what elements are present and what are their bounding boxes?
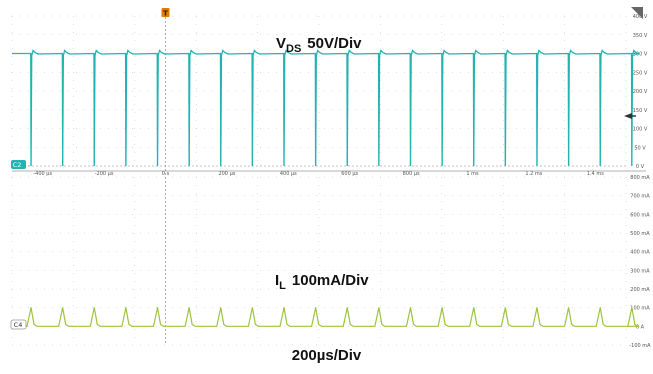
vds-title-main: V <box>276 35 286 52</box>
il-title-main: I <box>275 272 279 289</box>
vds-waveform <box>12 49 640 167</box>
il-peak-point <box>315 307 317 309</box>
il-peak-point <box>378 307 380 309</box>
vds-panel-grid <box>11 15 627 345</box>
vds-title: VDS 50V/Div <box>276 35 362 55</box>
vds-x-tick-label: 0 s <box>162 171 170 177</box>
vds-trace <box>12 49 640 167</box>
vds-x-tick-labels: -400 µs -200 µs 0 s 200 µs 400 µs 600 µs 800 µ… <box>33 171 604 177</box>
il-trace <box>12 307 640 327</box>
il-peak-point <box>599 307 601 309</box>
il-peak-point <box>251 307 253 309</box>
vds-y-tick-label: 200 V <box>633 89 648 95</box>
il-peak-point <box>93 307 95 309</box>
vds-y-tick-label: 0 V <box>636 164 645 170</box>
il-peak-point <box>504 307 506 309</box>
vds-title-sub: DS <box>286 43 301 55</box>
vds-x-tick-label: 200 µs <box>218 171 235 177</box>
vds-x-tick-label: 800 µs <box>403 171 420 177</box>
il-y-tick-label: 400 mA <box>630 250 650 256</box>
channel-4-marker-label: C4 <box>14 321 23 329</box>
il-peak-point <box>220 307 222 309</box>
il-y-tick-label: 0 A <box>636 324 645 330</box>
vds-x-tick-label: 1 ms <box>466 171 479 177</box>
il-peak-point <box>473 307 475 309</box>
il-y-tick-label: 800 mA <box>630 175 650 181</box>
il-y-tick-label: 600 mA <box>630 212 650 218</box>
il-title-sub: L <box>279 280 286 292</box>
il-peak-point <box>283 307 285 309</box>
il-peak-point <box>125 307 127 309</box>
il-waveform <box>12 307 640 327</box>
trigger-marker-label: T <box>163 10 168 18</box>
vds-y-tick-label: 300 V <box>633 52 648 58</box>
il-peak-point <box>441 307 443 309</box>
il-peak-point <box>62 307 64 309</box>
channel-2-marker[interactable]: C2 <box>11 160 26 169</box>
il-peak-point <box>567 307 570 309</box>
vds-x-tick-label: 400 µs <box>280 171 297 177</box>
channel-4-marker[interactable]: C4 <box>10 319 27 330</box>
il-peak-point <box>188 307 190 309</box>
vds-x-tick-label: 1.2 ms <box>525 171 542 177</box>
vds-y-tick-label: 50 V <box>634 145 646 151</box>
timebase-label: 200µs/Div <box>291 347 362 364</box>
vds-y-tick-label: 100 V <box>633 127 648 133</box>
il-peak-point <box>536 307 538 309</box>
il-y-tick-label: -100 mA <box>629 343 651 349</box>
il-y-tick-label: 300 mA <box>630 268 650 274</box>
il-title-scale: 100mA/Div <box>292 272 369 289</box>
il-title: IL 100mA/Div <box>275 272 369 292</box>
trigger-level-arrow-icon[interactable] <box>624 113 632 119</box>
channel-2-marker-label: C2 <box>13 161 22 169</box>
il-peak-point <box>346 307 348 309</box>
vds-y-tick-label: 250 V <box>633 70 648 76</box>
il-peak-point <box>409 307 412 309</box>
il-y-tick-label: 200 mA <box>630 287 650 293</box>
il-peak-point <box>30 307 32 309</box>
trigger-marker[interactable]: T <box>161 8 170 18</box>
il-peak-point <box>156 307 159 309</box>
vds-x-tick-label: 600 µs <box>341 171 358 177</box>
il-y-tick-label: 500 mA <box>630 231 650 237</box>
vds-y-tick-labels: 400 V 350 V 300 V 250 V 200 V 150 V 100 V 50 V 0… <box>633 14 648 170</box>
il-y-tick-label: 700 mA <box>630 194 650 200</box>
vds-x-tick-label: -400 µs <box>33 171 52 177</box>
vds-y-tick-label: 350 V <box>633 33 648 39</box>
il-y-tick-labels: 800 mA 700 mA 600 mA 500 mA 400 mA 300 mA 200 … <box>629 175 651 349</box>
vds-y-tick-label: 400 V <box>633 14 648 20</box>
vds-x-tick-label: 1.4 ms <box>587 171 604 177</box>
vds-x-tick-label: -200 µs <box>95 171 114 177</box>
vds-y-tick-label: 150 V <box>633 108 648 114</box>
il-peak-point <box>631 307 633 309</box>
il-y-tick-label: 100 mA <box>630 306 650 312</box>
vds-title-scale: 50V/Div <box>307 35 362 52</box>
corner-marker-icon <box>631 7 643 19</box>
